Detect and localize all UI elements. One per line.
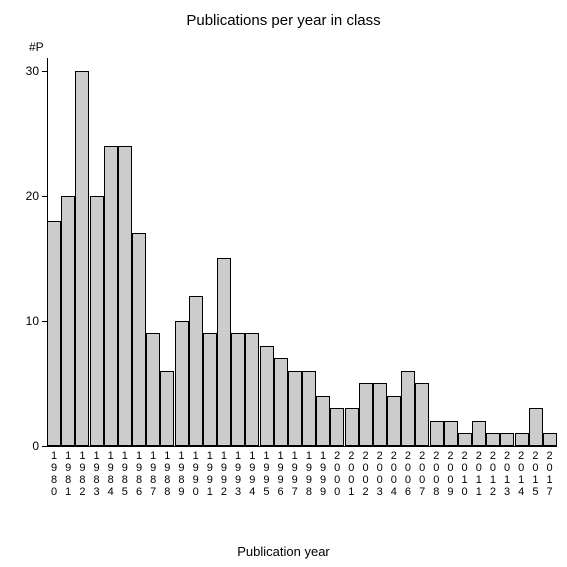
bar [274,358,288,446]
bar [500,433,514,446]
bar [415,383,429,446]
x-tick-label: 2006 [401,450,415,498]
x-tick-label: 2008 [429,450,443,498]
x-tick-label: 1982 [75,450,89,498]
bar [302,371,316,446]
x-tick-label: 2007 [415,450,429,498]
x-tick-label: 1997 [288,450,302,498]
bar [175,321,189,446]
x-tick-label: 1987 [146,450,160,498]
bar [47,221,61,446]
x-tick-label: 2017 [542,450,556,498]
x-tick-label: 1995 [259,450,273,498]
x-tick-label: 1989 [174,450,188,498]
x-tick-label: 1983 [89,450,103,498]
bar [330,408,344,446]
bar [146,333,160,446]
x-tick-label: 2015 [528,450,542,498]
x-tick-label: 2014 [514,450,528,498]
y-tick [42,321,47,322]
x-tick-label: 1990 [189,450,203,498]
x-tick-label: 1999 [316,450,330,498]
x-tick-label: 1985 [118,450,132,498]
bar [401,371,415,446]
bar [472,421,486,446]
x-tick-label: 1981 [61,450,75,498]
y-tick-label: 30 [17,64,39,78]
y-tick [42,196,47,197]
x-tick-label: 2012 [486,450,500,498]
x-tick-label: 1988 [160,450,174,498]
bar [189,296,203,446]
y-tick-label: 0 [17,439,39,453]
x-tick-label: 1986 [132,450,146,498]
bar [260,346,274,446]
bar [132,233,146,446]
x-tick-label: 1984 [104,450,118,498]
bar [245,333,259,446]
chart-title: Publications per year in class [0,12,567,29]
bar [231,333,245,446]
x-tick-label: 1994 [245,450,259,498]
bar [288,371,302,446]
plot-area [47,58,557,446]
x-tick-label: 2002 [358,450,372,498]
y-axis-line [47,58,48,446]
y-axis-label: #P [29,40,44,54]
bar [75,71,89,446]
x-tick-label: 1998 [302,450,316,498]
x-tick-label: 2001 [344,450,358,498]
x-tick-label: 2000 [330,450,344,498]
bar [90,196,104,446]
bar [543,433,557,446]
bar [458,433,472,446]
bar [387,396,401,446]
y-tick-label: 10 [17,314,39,328]
bar [486,433,500,446]
x-tick-label: 2011 [472,450,486,498]
x-tick-label: 1980 [47,450,61,498]
y-tick-label: 20 [17,189,39,203]
bar [104,146,118,446]
x-tick-label: 2010 [458,450,472,498]
bar [203,333,217,446]
y-tick [42,71,47,72]
x-tick-label: 1992 [217,450,231,498]
bar [316,396,330,446]
x-tick-label: 1996 [274,450,288,498]
x-tick-label: 2013 [500,450,514,498]
bar [160,371,174,446]
bar [444,421,458,446]
y-tick [42,446,47,447]
x-tick-label: 2009 [443,450,457,498]
bar [515,433,529,446]
x-tick-label: 1991 [203,450,217,498]
chart-container: Publications per year in class #P 198019… [0,0,567,567]
x-axis-line [47,446,557,447]
bar [217,258,231,446]
bar [345,408,359,446]
x-tick-labels: 1980198119821983198419851986198719881989… [47,450,557,498]
bar [118,146,132,446]
bar [61,196,75,446]
x-tick-label: 2003 [373,450,387,498]
bar [529,408,543,446]
bar [359,383,373,446]
x-tick-label: 2004 [387,450,401,498]
x-axis-label: Publication year [0,544,567,559]
bar [430,421,444,446]
x-tick-label: 1993 [231,450,245,498]
bar [373,383,387,446]
